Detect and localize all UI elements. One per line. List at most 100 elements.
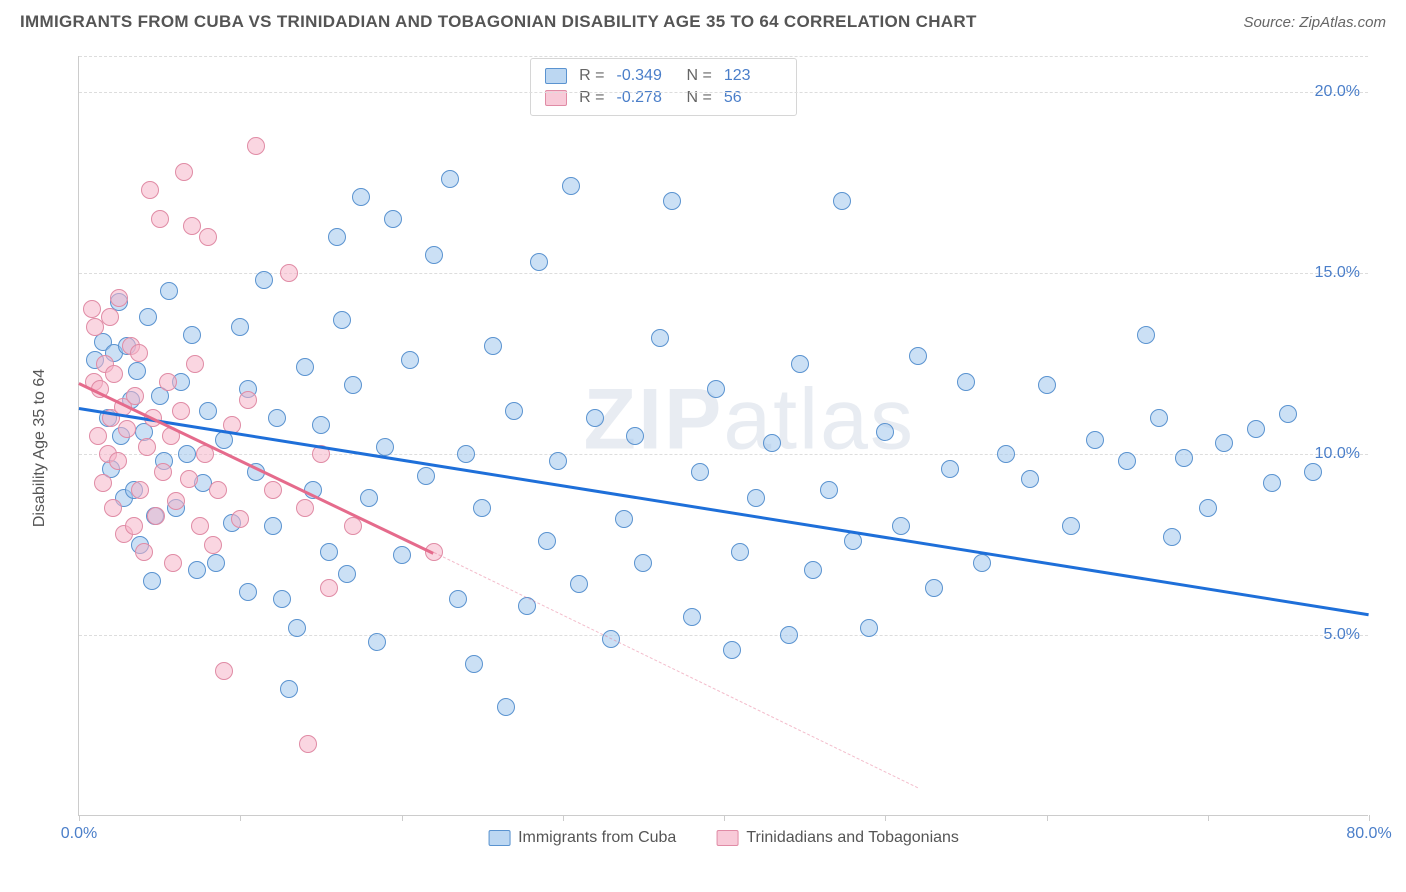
data-point-trinidad	[89, 427, 107, 445]
ytick-label: 20.0%	[1315, 83, 1360, 101]
data-point-cuba	[338, 565, 356, 583]
data-point-cuba	[441, 170, 459, 188]
data-point-cuba	[273, 590, 291, 608]
data-point-trinidad	[186, 355, 204, 373]
data-point-trinidad	[209, 481, 227, 499]
data-point-cuba	[562, 177, 580, 195]
data-point-trinidad	[296, 499, 314, 517]
xtick-mark	[240, 815, 241, 821]
data-point-trinidad	[247, 137, 265, 155]
data-point-cuba	[651, 329, 669, 347]
chart-title: IMMIGRANTS FROM CUBA VS TRINIDADIAN AND …	[20, 12, 977, 32]
data-point-trinidad	[110, 289, 128, 307]
data-point-trinidad	[154, 463, 172, 481]
data-point-trinidad	[164, 554, 182, 572]
data-point-cuba	[473, 499, 491, 517]
gridline	[79, 635, 1368, 636]
trend-line-cuba	[79, 407, 1369, 616]
data-point-trinidad	[141, 181, 159, 199]
data-point-cuba	[1062, 517, 1080, 535]
data-point-trinidad	[204, 536, 222, 554]
data-point-trinidad	[180, 470, 198, 488]
data-point-cuba	[941, 460, 959, 478]
data-point-cuba	[465, 655, 483, 673]
xtick-mark	[1047, 815, 1048, 821]
data-point-trinidad	[125, 517, 143, 535]
data-point-cuba	[683, 608, 701, 626]
data-point-cuba	[1118, 452, 1136, 470]
data-point-trinidad	[167, 492, 185, 510]
chart-source: Source: ZipAtlas.com	[1243, 14, 1386, 31]
xtick-mark	[885, 815, 886, 821]
data-point-cuba	[457, 445, 475, 463]
data-point-cuba	[1215, 434, 1233, 452]
data-point-cuba	[538, 532, 556, 550]
gridline	[79, 92, 1368, 93]
data-point-trinidad	[126, 387, 144, 405]
data-point-cuba	[239, 583, 257, 601]
data-point-trinidad	[109, 452, 127, 470]
data-point-cuba	[296, 358, 314, 376]
data-point-trinidad	[118, 420, 136, 438]
stats-row-trinidad: R = -0.278 N = 56	[545, 87, 782, 109]
xtick-label: 0.0%	[61, 825, 97, 843]
data-point-cuba	[530, 253, 548, 271]
data-point-cuba	[417, 467, 435, 485]
data-point-trinidad	[320, 579, 338, 597]
chart-container: Disability Age 35 to 64 ZIPatlas R = -0.…	[50, 48, 1390, 848]
xtick-mark	[1369, 815, 1370, 821]
data-point-trinidad	[159, 373, 177, 391]
data-point-trinidad	[135, 543, 153, 561]
data-point-trinidad	[191, 517, 209, 535]
data-point-cuba	[615, 510, 633, 528]
data-point-cuba	[268, 409, 286, 427]
data-point-cuba	[376, 438, 394, 456]
xtick-mark	[724, 815, 725, 821]
data-point-cuba	[393, 546, 411, 564]
data-point-cuba	[804, 561, 822, 579]
stats-row-cuba: R = -0.349 N = 123	[545, 65, 782, 87]
swatch-cuba	[545, 68, 567, 84]
data-point-trinidad	[280, 264, 298, 282]
data-point-trinidad	[104, 499, 122, 517]
data-point-trinidad	[231, 510, 249, 528]
data-point-cuba	[384, 210, 402, 228]
legend-label-trinidad: Trinidadians and Tobagonians	[746, 829, 959, 847]
data-point-trinidad	[215, 662, 233, 680]
data-point-cuba	[820, 481, 838, 499]
data-point-cuba	[763, 434, 781, 452]
data-point-cuba	[497, 698, 515, 716]
data-point-cuba	[425, 246, 443, 264]
data-point-cuba	[143, 572, 161, 590]
data-point-cuba	[183, 326, 201, 344]
data-point-trinidad	[101, 308, 119, 326]
data-point-cuba	[368, 633, 386, 651]
data-point-cuba	[199, 402, 217, 420]
xtick-mark	[1208, 815, 1209, 821]
data-point-trinidad	[172, 402, 190, 420]
xtick-mark	[563, 815, 564, 821]
chart-legend: Immigrants from Cuba Trinidadians and To…	[488, 829, 959, 847]
data-point-cuba	[328, 228, 346, 246]
data-point-cuba	[1247, 420, 1265, 438]
ytick-label: 5.0%	[1324, 626, 1360, 644]
xtick-label: 80.0%	[1346, 825, 1391, 843]
n-value-cuba: 123	[724, 67, 782, 85]
data-point-cuba	[188, 561, 206, 579]
data-point-cuba	[401, 351, 419, 369]
data-point-cuba	[160, 282, 178, 300]
data-point-cuba	[333, 311, 351, 329]
data-point-cuba	[1263, 474, 1281, 492]
data-point-cuba	[723, 641, 741, 659]
data-point-cuba	[876, 423, 894, 441]
r-value-cuba: -0.349	[616, 67, 674, 85]
data-point-cuba	[207, 554, 225, 572]
data-point-cuba	[178, 445, 196, 463]
legend-item-cuba: Immigrants from Cuba	[488, 829, 676, 847]
data-point-trinidad	[151, 210, 169, 228]
data-point-trinidad	[175, 163, 193, 181]
data-point-cuba	[833, 192, 851, 210]
data-point-trinidad	[131, 481, 149, 499]
r-label: R =	[579, 67, 604, 85]
legend-item-trinidad: Trinidadians and Tobagonians	[716, 829, 959, 847]
